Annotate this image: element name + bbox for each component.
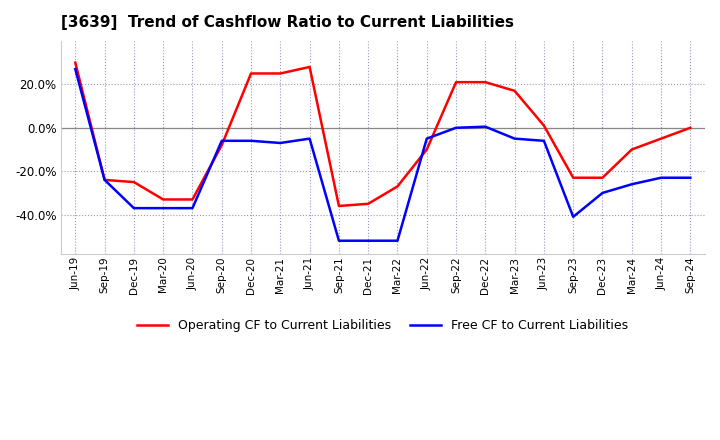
Free CF to Current Liabilities <box>423 136 431 141</box>
Free CF to Current Liabilities <box>657 175 665 180</box>
Operating CF to Current Liabilities <box>276 71 284 76</box>
Operating CF to Current Liabilities <box>393 184 402 189</box>
Free CF to Current Liabilities <box>393 238 402 243</box>
Free CF to Current Liabilities <box>627 182 636 187</box>
Free CF to Current Liabilities <box>130 205 138 211</box>
Operating CF to Current Liabilities <box>657 136 665 141</box>
Legend: Operating CF to Current Liabilities, Free CF to Current Liabilities: Operating CF to Current Liabilities, Fre… <box>132 314 634 337</box>
Operating CF to Current Liabilities <box>100 177 109 183</box>
Line: Free CF to Current Liabilities: Free CF to Current Liabilities <box>76 69 690 241</box>
Free CF to Current Liabilities <box>686 175 695 180</box>
Free CF to Current Liabilities <box>305 136 314 141</box>
Free CF to Current Liabilities <box>335 238 343 243</box>
Free CF to Current Liabilities <box>276 140 284 146</box>
Operating CF to Current Liabilities <box>188 197 197 202</box>
Free CF to Current Liabilities <box>71 66 80 72</box>
Free CF to Current Liabilities <box>569 214 577 220</box>
Operating CF to Current Liabilities <box>217 143 226 148</box>
Free CF to Current Liabilities <box>247 138 256 143</box>
Free CF to Current Liabilities <box>539 138 548 143</box>
Free CF to Current Liabilities <box>188 205 197 211</box>
Free CF to Current Liabilities <box>510 136 519 141</box>
Free CF to Current Liabilities <box>217 138 226 143</box>
Operating CF to Current Liabilities <box>627 147 636 152</box>
Operating CF to Current Liabilities <box>71 60 80 65</box>
Operating CF to Current Liabilities <box>481 80 490 85</box>
Operating CF to Current Liabilities <box>247 71 256 76</box>
Operating CF to Current Liabilities <box>569 175 577 180</box>
Free CF to Current Liabilities <box>598 190 607 195</box>
Operating CF to Current Liabilities <box>159 197 168 202</box>
Free CF to Current Liabilities <box>159 205 168 211</box>
Free CF to Current Liabilities <box>451 125 460 130</box>
Operating CF to Current Liabilities <box>364 201 372 206</box>
Operating CF to Current Liabilities <box>335 203 343 209</box>
Operating CF to Current Liabilities <box>539 123 548 128</box>
Text: [3639]  Trend of Cashflow Ratio to Current Liabilities: [3639] Trend of Cashflow Ratio to Curren… <box>60 15 513 30</box>
Operating CF to Current Liabilities <box>451 80 460 85</box>
Free CF to Current Liabilities <box>100 177 109 183</box>
Operating CF to Current Liabilities <box>510 88 519 93</box>
Free CF to Current Liabilities <box>481 124 490 129</box>
Free CF to Current Liabilities <box>364 238 372 243</box>
Operating CF to Current Liabilities <box>686 125 695 130</box>
Operating CF to Current Liabilities <box>305 64 314 70</box>
Operating CF to Current Liabilities <box>598 175 607 180</box>
Operating CF to Current Liabilities <box>423 147 431 152</box>
Operating CF to Current Liabilities <box>130 180 138 185</box>
Line: Operating CF to Current Liabilities: Operating CF to Current Liabilities <box>76 62 690 206</box>
